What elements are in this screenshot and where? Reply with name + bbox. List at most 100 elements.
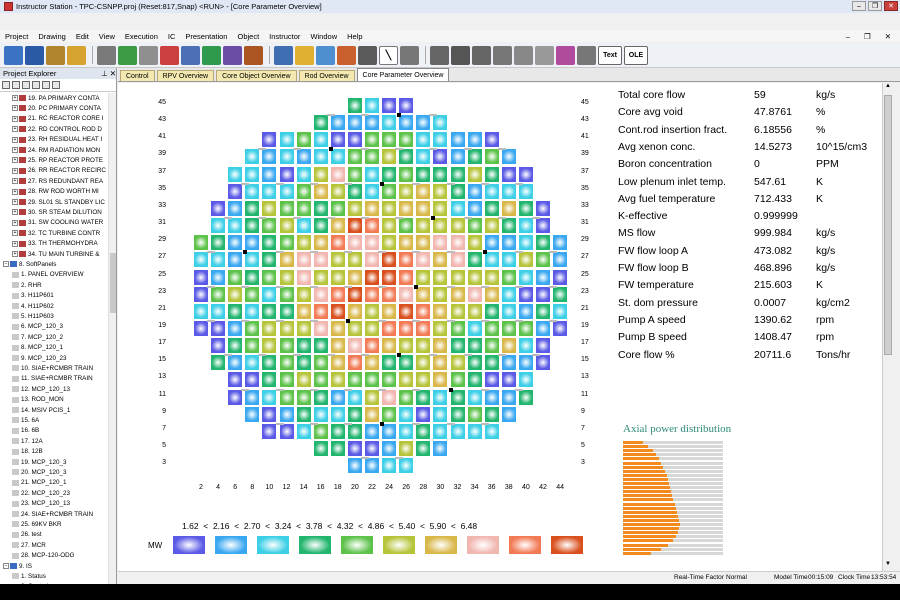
tree-item[interactable]: +20. PC PRIMARY CONTA: [12, 103, 101, 113]
fuel-assembly-cell[interactable]: [501, 166, 516, 182]
toolbar-tool-icon[interactable]: [400, 45, 419, 65]
expand-toggle-icon[interactable]: +: [12, 105, 18, 112]
scrollbar-thumb[interactable]: [110, 253, 116, 313]
fuel-assembly-cell[interactable]: [365, 458, 379, 474]
fuel-assembly-cell[interactable]: [245, 355, 260, 371]
fuel-assembly-cell[interactable]: [313, 115, 328, 131]
expand-toggle-icon[interactable]: +: [12, 251, 18, 257]
fuel-assembly-cell[interactable]: [313, 355, 328, 371]
fuel-assembly-cell[interactable]: [399, 355, 414, 371]
fuel-assembly-cell[interactable]: [382, 406, 397, 422]
fuel-assembly-cell[interactable]: [330, 183, 345, 199]
fuel-assembly-cell[interactable]: [382, 458, 397, 474]
fuel-assembly-cell[interactable]: [313, 441, 328, 456]
fuel-assembly-cell[interactable]: [365, 166, 379, 182]
fuel-assembly-cell[interactable]: [194, 303, 208, 319]
fuel-assembly-cell[interactable]: [518, 338, 533, 354]
fuel-assembly-cell[interactable]: [365, 149, 379, 165]
toolbar-tool-icon[interactable]: [535, 45, 554, 65]
fuel-assembly-cell[interactable]: [313, 320, 328, 336]
fuel-assembly-cell[interactable]: [433, 115, 448, 131]
fuel-assembly-cell[interactable]: [228, 235, 243, 251]
fuel-assembly-cell[interactable]: [330, 441, 345, 456]
fuel-assembly-cell[interactable]: [365, 218, 379, 234]
toolbar-tool-icon[interactable]: [97, 45, 116, 65]
fuel-assembly-cell[interactable]: [194, 235, 208, 251]
toolbar-ole-button[interactable]: OLE: [624, 45, 648, 65]
tree-item[interactable]: 8. MCP_120_1: [12, 343, 63, 353]
fuel-assembly-cell[interactable]: [484, 252, 499, 268]
fuel-assembly-cell[interactable]: [330, 406, 345, 422]
fuel-assembly-cell[interactable]: [416, 406, 431, 422]
fuel-assembly-cell[interactable]: [194, 286, 208, 302]
fuel-assembly-cell[interactable]: [467, 338, 482, 354]
scroll-up-icon[interactable]: ▲: [885, 83, 891, 89]
toolbar-tool-icon[interactable]: [577, 45, 596, 65]
fuel-assembly-cell[interactable]: [536, 269, 550, 285]
fuel-assembly-cell[interactable]: [279, 166, 294, 182]
fuel-assembly-cell[interactable]: [262, 355, 277, 371]
fuel-assembly-cell[interactable]: [365, 303, 379, 319]
fuel-assembly-cell[interactable]: [347, 303, 362, 319]
fuel-assembly-cell[interactable]: [399, 235, 414, 251]
fuel-assembly-cell[interactable]: [228, 320, 243, 336]
fuel-assembly-cell[interactable]: [245, 286, 260, 302]
tree-item[interactable]: 9. MCP_120_23: [12, 353, 67, 363]
fuel-assembly-cell[interactable]: [450, 372, 465, 388]
fuel-assembly-cell[interactable]: [347, 320, 362, 336]
fuel-assembly-cell[interactable]: [279, 252, 294, 268]
fuel-assembly-cell[interactable]: [313, 389, 328, 405]
close-button[interactable]: ✕: [884, 1, 898, 11]
expand-toggle-icon[interactable]: +: [12, 219, 18, 226]
fuel-assembly-cell[interactable]: [279, 320, 294, 336]
fuel-assembly-cell[interactable]: [330, 132, 345, 148]
fuel-assembly-cell[interactable]: [365, 406, 379, 422]
fuel-assembly-cell[interactable]: [245, 320, 260, 336]
fuel-assembly-cell[interactable]: [330, 338, 345, 354]
fuel-assembly-cell[interactable]: [416, 183, 431, 199]
explorer-tool-icon[interactable]: [32, 81, 40, 89]
tree-item[interactable]: +24. RM RADIATION MON: [12, 145, 100, 155]
fuel-assembly-cell[interactable]: [211, 252, 226, 268]
tree-item[interactable]: 18. 12B: [12, 447, 43, 457]
fuel-assembly-cell[interactable]: [245, 303, 260, 319]
toolbar-tool-icon[interactable]: [430, 45, 449, 65]
fuel-assembly-cell[interactable]: [467, 166, 482, 182]
fuel-assembly-cell[interactable]: [262, 252, 277, 268]
fuel-assembly-cell[interactable]: [245, 389, 260, 405]
fuel-assembly-cell[interactable]: [399, 303, 414, 319]
fuel-assembly-cell[interactable]: [553, 269, 568, 285]
fuel-assembly-cell[interactable]: [347, 98, 362, 113]
explorer-tool-icon[interactable]: [22, 81, 30, 89]
tree-item[interactable]: 23. MCP_120_13: [12, 499, 70, 509]
tree-item[interactable]: +34. TU MAIN TURBINE &: [12, 249, 100, 259]
fuel-assembly-cell[interactable]: [450, 269, 465, 285]
fuel-assembly-cell[interactable]: [399, 149, 414, 165]
tree-item[interactable]: 5. H11P603: [12, 311, 54, 321]
fuel-assembly-cell[interactable]: [347, 200, 362, 216]
expand-toggle-icon[interactable]: −: [3, 261, 9, 268]
fuel-assembly-cell[interactable]: [347, 132, 362, 148]
fuel-assembly-cell[interactable]: [399, 200, 414, 216]
fuel-assembly-cell[interactable]: [296, 149, 311, 165]
tree-item[interactable]: − 8. SoftPanels: [3, 259, 56, 269]
tree-item[interactable]: 21. MCP_120_1: [12, 478, 67, 488]
fuel-assembly-cell[interactable]: [330, 252, 345, 268]
fuel-assembly-cell[interactable]: [330, 235, 345, 251]
fuel-assembly-cell[interactable]: [433, 303, 448, 319]
fuel-assembly-cell[interactable]: [433, 252, 448, 268]
fuel-assembly-cell[interactable]: [262, 235, 277, 251]
fuel-assembly-cell[interactable]: [382, 372, 397, 388]
fuel-assembly-cell[interactable]: [347, 355, 362, 371]
fuel-assembly-cell[interactable]: [467, 389, 482, 405]
fuel-assembly-cell[interactable]: [484, 166, 499, 182]
fuel-assembly-cell[interactable]: [484, 372, 499, 388]
tree-item[interactable]: − 9. IS: [3, 561, 32, 571]
fuel-assembly-cell[interactable]: [501, 320, 516, 336]
fuel-assembly-cell[interactable]: [484, 149, 499, 165]
fuel-assembly-cell[interactable]: [365, 355, 379, 371]
fuel-assembly-cell[interactable]: [245, 338, 260, 354]
tree-item[interactable]: +22. RD CONTROL ROD D: [12, 124, 102, 134]
fuel-assembly-cell[interactable]: [416, 423, 431, 439]
fuel-assembly-cell[interactable]: [484, 132, 499, 148]
